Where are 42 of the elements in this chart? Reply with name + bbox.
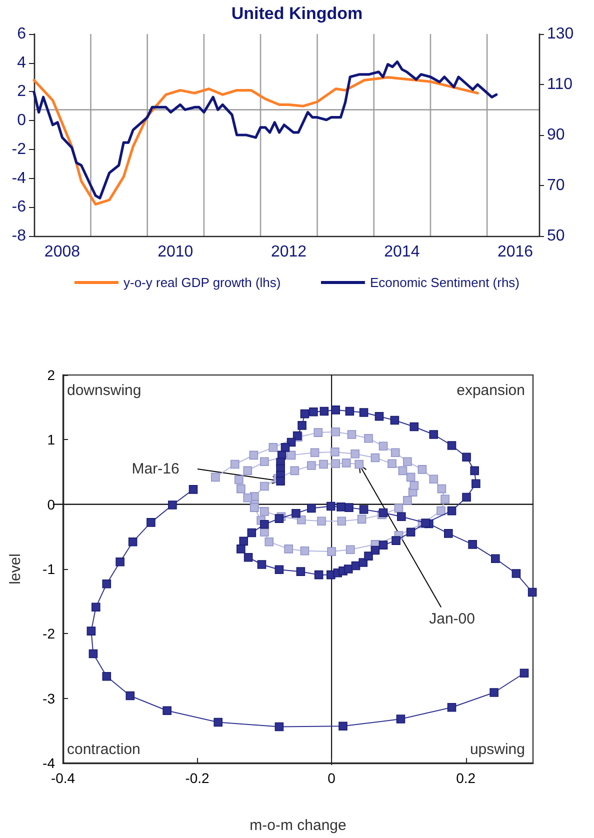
y2-tick-label: 90: [547, 126, 565, 144]
y-tick-label: 1: [47, 432, 56, 448]
x-tick-label: -0.4: [50, 770, 76, 786]
x-tick-label: 0: [328, 770, 336, 786]
legend-label: Economic Sentiment (rhs): [370, 275, 520, 290]
x-tick-label: -0.2: [185, 770, 210, 786]
y-tick-label: 2: [17, 83, 26, 100]
annotation: Mar-16: [132, 460, 180, 478]
y-tick-label: 0: [17, 112, 26, 130]
x-axis-title: m-o-m change: [250, 817, 346, 834]
y-tick-label: -2: [12, 140, 26, 158]
x-tick-label: 2010: [158, 244, 194, 260]
legend-label: y-o-y real GDP growth (lhs): [123, 275, 281, 290]
chart-title: United Kingdom: [231, 4, 363, 23]
line-series: [32, 76, 479, 206]
annotation: Jan-00: [429, 610, 475, 628]
y-tick-label: -2: [42, 626, 56, 642]
y2-tick-label: 110: [547, 76, 573, 93]
annotation: upswing: [470, 741, 525, 758]
y2-tick-label: 70: [547, 177, 565, 194]
y-tick-label: -4: [42, 755, 56, 771]
annotation: expansion: [456, 382, 525, 399]
x-tick-label: 2008: [44, 244, 80, 260]
y2-tick-label: 50: [547, 228, 565, 244]
y-tick-label: -6: [12, 198, 26, 216]
line-series: [32, 60, 498, 200]
y-tick-label: -4: [12, 170, 26, 187]
y-tick-label: 2: [47, 367, 56, 383]
x-tick-label: 2016: [497, 244, 534, 260]
y-tick-label: -8: [12, 228, 26, 244]
annotation: contraction: [67, 741, 140, 758]
y-tick-label: 6: [17, 26, 26, 42]
y-tick-label: -1: [42, 561, 56, 577]
y2-tick-label: 130: [547, 26, 574, 42]
x-tick-label: 2012: [270, 244, 307, 260]
y-tick-label: 4: [17, 54, 26, 72]
x-tick-label: 2014: [384, 244, 420, 260]
annotation: downswing: [67, 382, 142, 399]
x-tick-label: 0.2: [456, 770, 476, 786]
y-axis-title: level: [7, 554, 24, 584]
y-tick-label: -3: [42, 690, 56, 706]
y-tick-label: 0: [47, 496, 56, 512]
